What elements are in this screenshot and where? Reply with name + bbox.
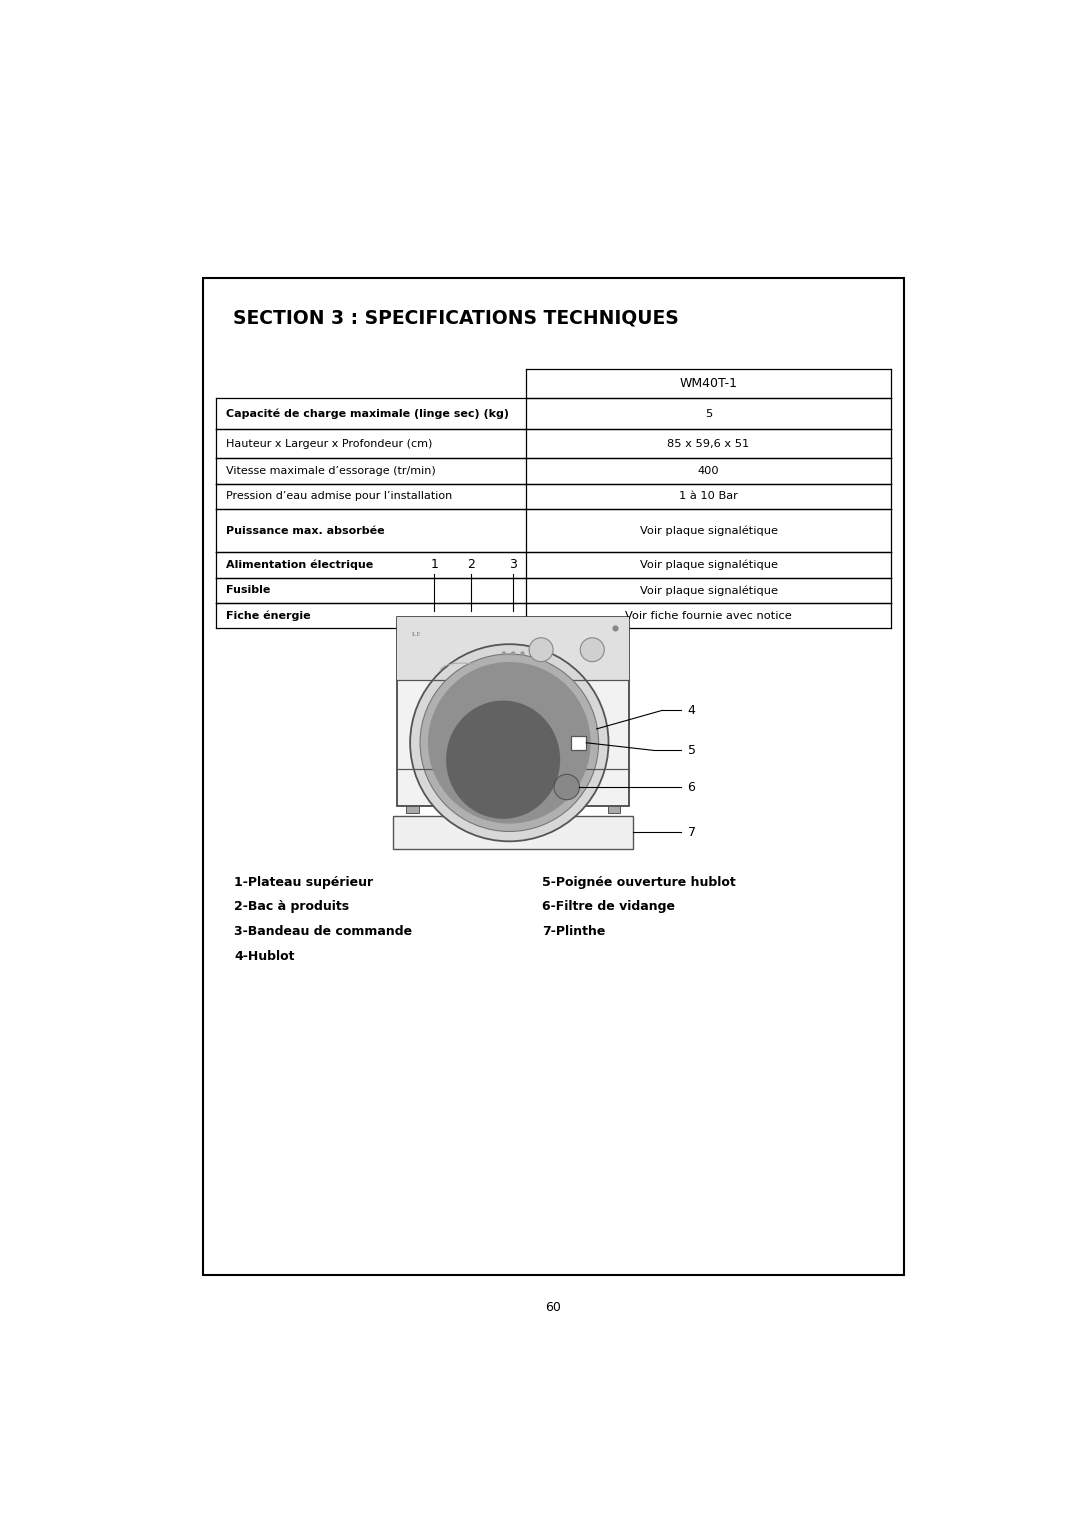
- Bar: [608, 805, 620, 813]
- Text: 6: 6: [688, 781, 696, 793]
- Circle shape: [580, 637, 605, 662]
- Text: Voir plaque signalétique: Voir plaque signalétique: [639, 559, 778, 570]
- Text: Voir fiche fournie avec notice: Voir fiche fournie avec notice: [625, 611, 792, 620]
- Text: 5: 5: [705, 408, 712, 419]
- Text: WM40T-1: WM40T-1: [679, 377, 738, 390]
- Circle shape: [428, 662, 591, 824]
- Text: 4: 4: [688, 704, 696, 717]
- Circle shape: [511, 651, 515, 656]
- Text: ILE: ILE: [410, 633, 420, 637]
- Text: Voir plaque signalétique: Voir plaque signalétique: [639, 585, 778, 596]
- Text: 3: 3: [510, 558, 517, 571]
- Text: Puissance max. absorbée: Puissance max. absorbée: [226, 526, 384, 536]
- Ellipse shape: [446, 700, 561, 819]
- Bar: [397, 617, 630, 805]
- Text: SECTION 3 : SPECIFICATIONS TECHNIQUES: SECTION 3 : SPECIFICATIONS TECHNIQUES: [232, 309, 678, 327]
- Circle shape: [420, 654, 598, 831]
- Circle shape: [529, 651, 534, 656]
- Text: Capacité de charge maximale (linge sec) (kg): Capacité de charge maximale (linge sec) …: [226, 408, 509, 419]
- Text: Voir plaque signalétique: Voir plaque signalétique: [639, 526, 778, 536]
- Text: Fiche énergie: Fiche énergie: [226, 611, 310, 620]
- Circle shape: [529, 637, 553, 662]
- Text: 2: 2: [468, 558, 475, 571]
- Text: 2-Bac à produits: 2-Bac à produits: [234, 900, 349, 914]
- Circle shape: [410, 645, 608, 842]
- Circle shape: [502, 651, 507, 656]
- Circle shape: [521, 651, 525, 656]
- Text: 60: 60: [545, 1300, 562, 1314]
- Text: 1 à 10 Bar: 1 à 10 Bar: [679, 492, 738, 501]
- Text: Hauteur x Largeur x Profondeur (cm): Hauteur x Largeur x Profondeur (cm): [226, 439, 432, 449]
- Bar: [397, 617, 630, 680]
- Text: Vitesse maximale d’essorage (tr/min): Vitesse maximale d’essorage (tr/min): [226, 466, 435, 475]
- Text: 3-Bandeau de commande: 3-Bandeau de commande: [234, 924, 413, 938]
- Text: 5: 5: [688, 744, 696, 756]
- Bar: [571, 736, 586, 750]
- Bar: [203, 278, 904, 1276]
- Text: Pression d’eau admise pour l’installation: Pression d’eau admise pour l’installatio…: [226, 492, 451, 501]
- Text: 7: 7: [688, 827, 696, 839]
- Circle shape: [554, 775, 580, 799]
- Text: 1: 1: [430, 558, 438, 571]
- Bar: [406, 805, 419, 813]
- Text: Alimentation électrique: Alimentation électrique: [226, 559, 373, 570]
- Circle shape: [612, 625, 619, 631]
- Text: 1-Plateau supérieur: 1-Plateau supérieur: [234, 876, 374, 889]
- Text: Fusible: Fusible: [226, 585, 270, 596]
- Text: 6-Filtre de vidange: 6-Filtre de vidange: [542, 900, 675, 914]
- Text: 400: 400: [698, 466, 719, 475]
- Text: 4-Hublot: 4-Hublot: [234, 949, 295, 963]
- Bar: [393, 816, 633, 848]
- Text: 7-Plinthe: 7-Plinthe: [542, 924, 605, 938]
- Text: 85 x 59,6 x 51: 85 x 59,6 x 51: [667, 439, 750, 449]
- Text: 5-Poignée ouverture hublot: 5-Poignée ouverture hublot: [542, 876, 735, 889]
